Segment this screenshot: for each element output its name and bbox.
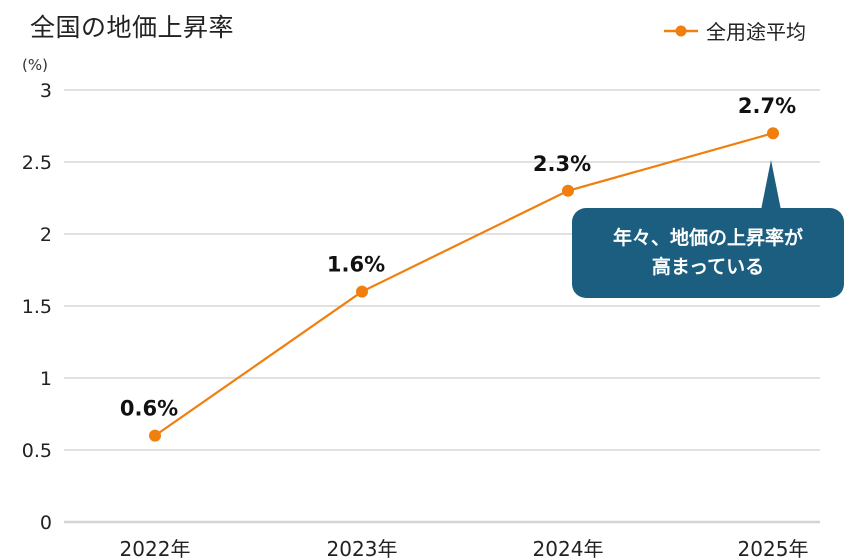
- data-label: 2.3%: [533, 152, 591, 176]
- data-label: 0.6%: [120, 397, 178, 421]
- y-tick-label: 2: [40, 224, 52, 246]
- y-axis-ticks: 0 0.5 1 1.5 2 2.5 3: [22, 80, 52, 534]
- legend-label: 全用途平均: [706, 20, 806, 44]
- legend: 全用途平均: [664, 16, 806, 45]
- y-tick-label: 3: [40, 80, 52, 102]
- x-tick-label: 2025年: [738, 537, 809, 560]
- y-tick-label: 0.5: [22, 440, 52, 462]
- x-tick-label: 2024年: [533, 537, 604, 560]
- data-label: 2.7%: [738, 94, 796, 118]
- x-tick-label: 2022年: [120, 537, 191, 560]
- series-line: [154, 132, 774, 437]
- legend-line-marker-icon: [664, 25, 698, 36]
- data-labels: 0.6% 1.6% 2.3% 2.7%: [120, 94, 796, 420]
- data-points: [149, 127, 779, 442]
- y-tick-label: 1.5: [22, 296, 52, 318]
- gridlines: [64, 89, 820, 524]
- x-tick-label: 2023年: [327, 537, 398, 560]
- y-tick-label: 1: [40, 368, 52, 390]
- y-tick-label: 2.5: [22, 152, 52, 174]
- x-axis-ticks: 2022年 2023年 2024年 2025年: [120, 537, 809, 560]
- chart-title: 全国の地価上昇率: [30, 13, 235, 42]
- data-point-marker: [562, 184, 574, 197]
- callout-pointer: [761, 160, 781, 210]
- data-point-marker: [149, 429, 161, 442]
- y-axis-unit: (%): [22, 56, 48, 74]
- y-tick-label: 0: [40, 512, 52, 534]
- callout-line-1: 年々、地価の上昇率が: [612, 227, 803, 249]
- data-label: 1.6%: [327, 253, 385, 277]
- data-point-marker: [356, 285, 368, 298]
- data-point-marker: [767, 127, 779, 140]
- callout-annotation: 年々、地価の上昇率が 高まっている: [572, 208, 844, 298]
- callout-line-2: 高まっている: [651, 256, 765, 278]
